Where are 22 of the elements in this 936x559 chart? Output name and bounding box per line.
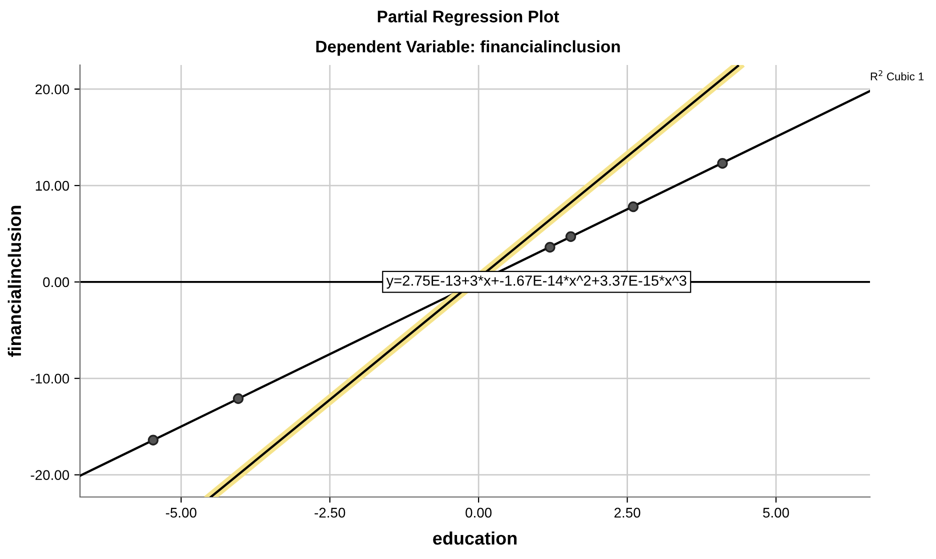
y-tick-label: -20.00 bbox=[30, 470, 70, 480]
x-tick-label: 2.50 bbox=[614, 508, 640, 518]
y-tick-label: 10.00 bbox=[36, 180, 70, 191]
x-axis-title: education bbox=[433, 531, 517, 545]
point bbox=[565, 231, 576, 242]
y-axis-title: financialinclusion bbox=[8, 206, 22, 357]
x-tick-label: 5.00 bbox=[763, 508, 789, 518]
x-tick-label: -2.50 bbox=[314, 508, 346, 518]
point bbox=[232, 393, 244, 404]
y-tick-label: -10.00 bbox=[30, 374, 70, 384]
point bbox=[628, 201, 639, 212]
series-label: R$^{2}$ Cubic 1 bbox=[870, 70, 924, 80]
point bbox=[148, 434, 159, 446]
y-tick-label: 20.00 bbox=[36, 84, 70, 94]
chart-title: Partial Regression Plot bbox=[378, 10, 560, 26]
annotation: y=2.75E-13+3*x+-1.67E-14*x^2+3.37E-15*x^3 bbox=[386, 275, 686, 289]
x-tick-label: -5.00 bbox=[166, 508, 196, 518]
y-tick-label: 0.00 bbox=[43, 277, 70, 288]
point bbox=[717, 158, 728, 169]
x-tick-label: 0.00 bbox=[466, 508, 492, 518]
point bbox=[544, 242, 556, 253]
chart-subtitle: Dependent Variable: financialinclusion bbox=[316, 40, 620, 56]
